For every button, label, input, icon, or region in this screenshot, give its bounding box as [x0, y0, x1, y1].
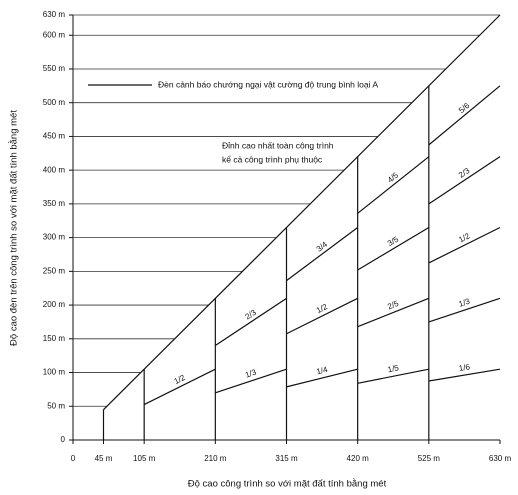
note: Đỉnh cao nhất toàn công trình: [222, 140, 334, 150]
y-tick-label: 200 m: [43, 300, 66, 309]
x-tick-label: 210 m: [204, 454, 227, 463]
segment-label: 1/5: [387, 363, 400, 374]
line: [357, 368, 429, 384]
x-tick-label: 0: [71, 454, 76, 463]
x-tick-label: 45 m: [95, 454, 113, 463]
y-tick-label: 300 m: [43, 233, 66, 242]
line: [357, 226, 430, 271]
y-tick-label: 550 m: [43, 64, 66, 73]
line: [215, 368, 287, 394]
line: [286, 297, 358, 335]
line: [428, 85, 501, 146]
x-tick-label: 525 m: [418, 454, 441, 463]
segment-label: 2/5: [386, 299, 400, 312]
y-tick-label: 450 m: [43, 132, 66, 141]
segment-label: 1/3: [458, 297, 472, 309]
x-tick-label: 315 m: [275, 454, 298, 463]
x-tick-label: 630 m: [489, 454, 512, 463]
line: [103, 14, 501, 411]
y-tick-label: 350 m: [43, 199, 66, 208]
segment-label: 1/4: [316, 365, 329, 377]
x-tick-label: 105 m: [133, 454, 156, 463]
y-tick-label: 0: [61, 435, 66, 444]
segment-label: 1/6: [458, 362, 471, 373]
x-tick-label: 420 m: [347, 454, 370, 463]
segment-label: 5/6: [457, 101, 472, 115]
line: [357, 297, 430, 328]
y-tick-label: 400 m: [43, 165, 66, 174]
line: [215, 297, 287, 347]
segment-label: 2/3: [244, 307, 259, 321]
line: [428, 156, 501, 205]
segment-label: 4/5: [386, 170, 401, 184]
line: [428, 297, 501, 323]
legend-label: Đèn cảnh báo chướng ngại vật cường độ tr…: [158, 79, 378, 89]
line: [357, 156, 430, 214]
segment-label: 3/4: [315, 239, 330, 253]
y-tick-label: 500 m: [43, 98, 66, 107]
y-axis-title: Độ cao đèn trên công trình so với mặt đấ…: [9, 110, 20, 346]
x-axis-title: Độ cao công trình so với mặt đất tính bằ…: [188, 479, 387, 490]
line: [143, 368, 216, 406]
line: [286, 368, 358, 388]
y-tick-label: 100 m: [43, 368, 66, 377]
note: kể cả công trình phụ thuộc: [222, 154, 323, 164]
line: [428, 368, 501, 382]
segment-label: 1/3: [244, 367, 258, 379]
y-tick-label: 630 m: [43, 10, 66, 19]
line: [428, 226, 501, 264]
line: [286, 227, 359, 282]
segment-label: 2/3: [457, 166, 472, 180]
y-tick-label: 600 m: [43, 30, 66, 39]
y-tick-label: 250 m: [43, 266, 66, 275]
y-tick-label: 50 m: [47, 401, 65, 410]
y-tick-label: 150 m: [43, 334, 66, 343]
